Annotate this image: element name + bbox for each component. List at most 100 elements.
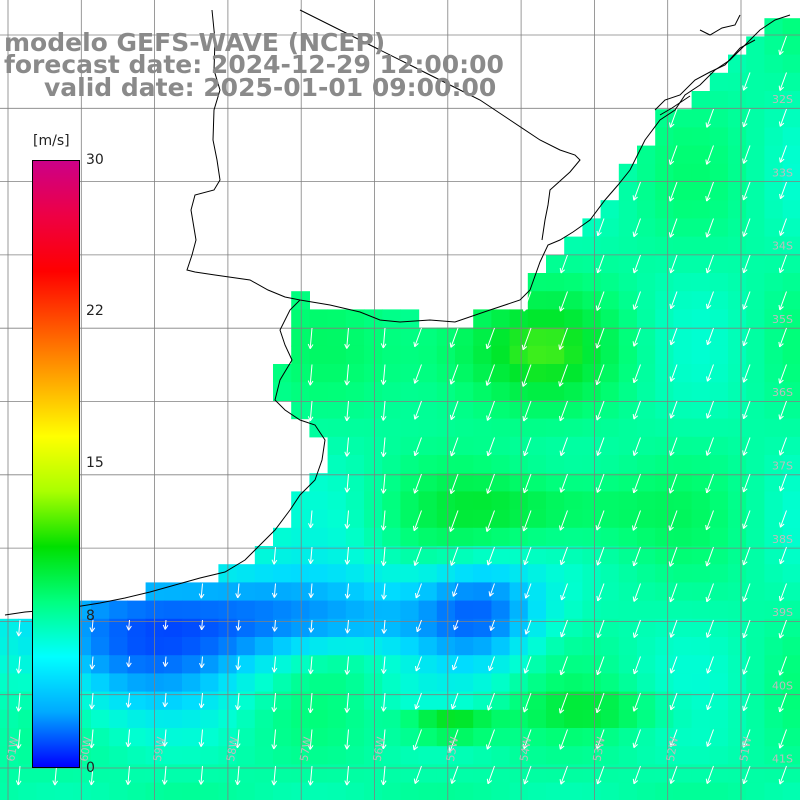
speed-cell xyxy=(618,546,638,565)
speed-cell xyxy=(655,382,674,401)
speed-cell xyxy=(509,455,529,474)
wind-arrow xyxy=(271,583,278,598)
speed-cell xyxy=(600,200,620,219)
speed-cell xyxy=(600,309,620,329)
longitude-label: 51W xyxy=(737,736,754,763)
speed-cell xyxy=(655,728,674,747)
speed-cell xyxy=(200,746,219,765)
speed-cell xyxy=(582,564,602,583)
speed-cell xyxy=(327,436,347,456)
speed-cell xyxy=(709,127,729,147)
speed-cell xyxy=(418,327,438,347)
speed-cell xyxy=(163,655,183,674)
speed-cell xyxy=(200,709,219,729)
wind-arrow xyxy=(742,145,751,164)
speed-cell xyxy=(564,764,583,784)
speed-cell xyxy=(600,691,620,711)
speed-cell xyxy=(655,182,674,201)
speed-cell xyxy=(291,546,310,565)
speed-cell xyxy=(364,364,383,383)
speed-cell xyxy=(746,109,765,128)
speed-cell xyxy=(382,564,401,583)
speed-cell xyxy=(382,491,401,511)
wind-arrow xyxy=(234,729,241,749)
speed-cell xyxy=(345,728,365,747)
speed-cell xyxy=(673,509,693,529)
speed-cell xyxy=(764,455,784,474)
speed-cell xyxy=(600,345,620,365)
wind-arrow xyxy=(778,729,787,749)
speed-cell xyxy=(418,400,438,420)
speed-cell xyxy=(436,600,456,620)
speed-cell xyxy=(382,782,401,800)
speed-cell xyxy=(436,728,456,747)
speed-cell xyxy=(600,509,620,529)
speed-cell xyxy=(382,618,401,638)
speed-cell xyxy=(273,673,292,693)
speed-cell xyxy=(400,491,420,511)
speed-cell xyxy=(600,418,620,438)
speed-cell xyxy=(764,637,784,656)
speed-cell xyxy=(0,746,19,765)
wind-arrow xyxy=(669,108,678,128)
speed-cell xyxy=(291,491,310,511)
speed-cell xyxy=(637,455,656,474)
speed-cell xyxy=(564,655,583,674)
speed-cell xyxy=(691,527,711,547)
speed-cell xyxy=(236,782,256,800)
speed-cell xyxy=(400,527,420,547)
speed-cell xyxy=(291,673,310,693)
wind-arrow xyxy=(705,218,714,238)
latitude-label: 33S xyxy=(772,166,793,179)
wind-arrow xyxy=(450,765,459,784)
speed-cell xyxy=(36,782,56,800)
speed-cell xyxy=(291,691,310,711)
speed-cell xyxy=(491,673,511,693)
wind-arrow xyxy=(344,510,351,529)
wind-arrow xyxy=(308,510,314,529)
speed-cell xyxy=(345,382,365,401)
speed-cell xyxy=(655,618,674,638)
speed-cell xyxy=(746,546,765,565)
speed-cell xyxy=(746,400,765,420)
speed-cell xyxy=(418,564,438,583)
speed-cell xyxy=(163,600,183,620)
speed-cell xyxy=(436,782,456,800)
wind-arrow xyxy=(16,619,22,637)
speed-cell xyxy=(728,582,747,602)
wind-arrow xyxy=(344,437,351,457)
speed-cell xyxy=(491,582,511,602)
wind-arrow xyxy=(705,546,714,567)
speed-cell xyxy=(182,600,201,620)
latitude-labels: 32S 33S 34S 35S 36S 37S 38S 39S 40S 41S xyxy=(772,93,793,766)
wind-arrow xyxy=(742,400,751,420)
speed-cell xyxy=(655,637,674,656)
speed-cell xyxy=(600,728,620,747)
speed-cell xyxy=(455,709,474,729)
speed-cell xyxy=(36,764,56,784)
wind-arrow xyxy=(88,765,95,786)
speed-cell xyxy=(345,546,365,565)
speed-cell xyxy=(418,546,438,565)
coastline-uruguay-brazil xyxy=(186,9,791,323)
speed-cell xyxy=(709,327,729,347)
wind-arrow xyxy=(486,400,495,421)
speed-cell xyxy=(527,345,547,365)
wind-arrow xyxy=(596,765,605,785)
speed-cell xyxy=(618,345,638,365)
speed-cell xyxy=(491,309,511,329)
colorbar-tick-0: 0 xyxy=(86,760,95,776)
wind-arrow xyxy=(669,327,678,346)
speed-cell xyxy=(91,673,110,693)
speed-cell xyxy=(364,673,383,693)
speed-cell xyxy=(127,618,147,638)
speed-cell xyxy=(655,527,674,547)
speed-cell xyxy=(782,473,800,492)
speed-cell xyxy=(254,709,274,729)
speed-cell xyxy=(637,327,656,347)
wind-arrow xyxy=(595,510,605,531)
speed-cell xyxy=(491,436,511,456)
colorbar-tick-30: 30 xyxy=(86,152,104,168)
speed-cell xyxy=(327,691,347,711)
speed-cell xyxy=(527,509,547,529)
